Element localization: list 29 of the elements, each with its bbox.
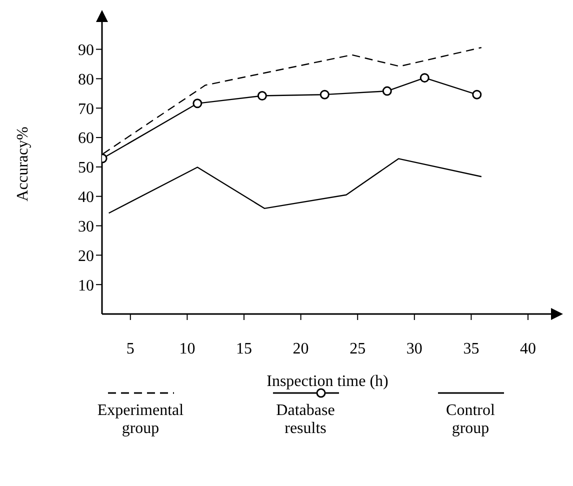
legend-label: Experimental group bbox=[96, 402, 185, 438]
point bbox=[257, 91, 267, 101]
y-tick-label: 80 bbox=[78, 71, 94, 88]
x-tick-label: 25 bbox=[350, 340, 366, 358]
y-tick-label: 70 bbox=[78, 100, 94, 118]
point bbox=[420, 73, 430, 83]
point bbox=[382, 86, 392, 96]
x-tick-label: 10 bbox=[179, 340, 196, 358]
x-tick-label: 35 bbox=[463, 340, 480, 358]
y-tick-label: 30 bbox=[78, 218, 94, 236]
y-axis-title: Accuracy% bbox=[14, 126, 32, 202]
y-tick-label: 40 bbox=[78, 189, 94, 206]
point bbox=[320, 90, 330, 100]
legend-label: Control group bbox=[445, 402, 496, 438]
y-tick-label: 10 bbox=[78, 277, 94, 294]
point bbox=[472, 90, 482, 100]
y-tick-label: 60 bbox=[78, 130, 94, 148]
x-tick-label: 15 bbox=[236, 340, 252, 358]
x-tick-label: 30 bbox=[406, 340, 422, 358]
y-tick-label: 90 bbox=[78, 42, 94, 59]
x-tick-label: 40 bbox=[520, 340, 536, 358]
x-tick-label: 20 bbox=[292, 340, 309, 358]
line-series bbox=[108, 158, 482, 214]
y-tick-label: 50 bbox=[78, 160, 94, 177]
legend-label: Database results bbox=[275, 402, 336, 438]
x-axis-title: Inspection time (h) bbox=[266, 373, 388, 390]
point bbox=[192, 98, 202, 108]
x-tick-label: 5 bbox=[126, 340, 134, 358]
y-tick-label: 20 bbox=[78, 248, 94, 265]
